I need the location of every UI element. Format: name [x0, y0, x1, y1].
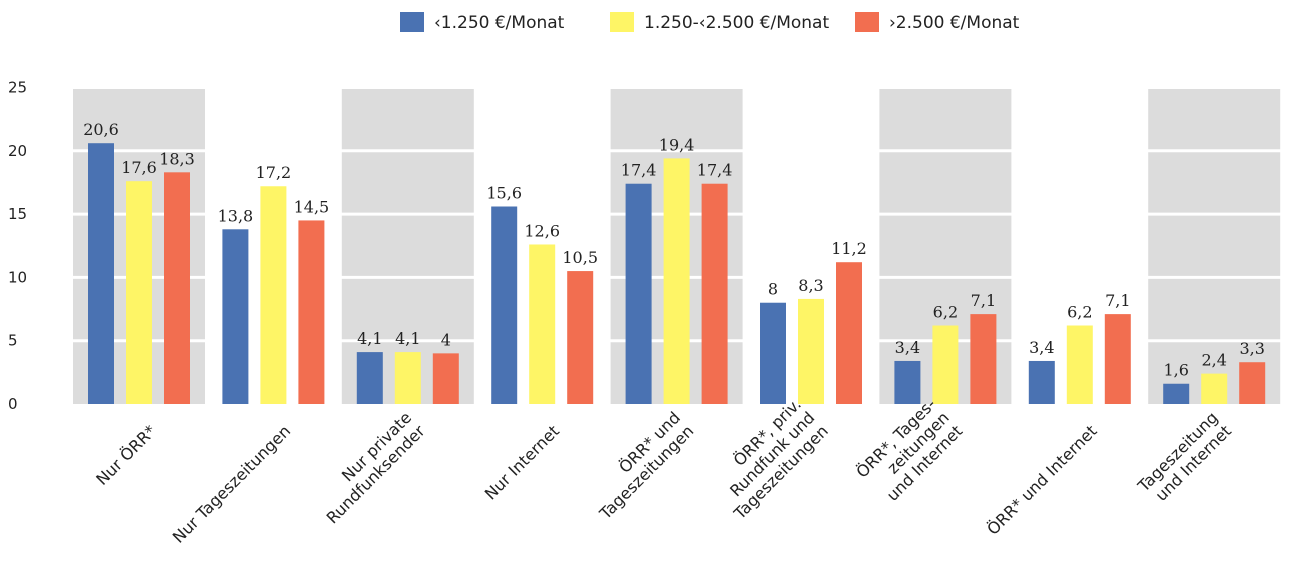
bar — [701, 183, 728, 404]
bar — [1239, 362, 1266, 404]
data-label: 19,4 — [659, 135, 695, 154]
legend-label: 1.250-‹2.500 €/Monat — [644, 13, 829, 33]
data-label: 7,1 — [971, 291, 996, 310]
y-tick-label: 25 — [8, 79, 27, 97]
y-tick-label: 15 — [8, 205, 27, 223]
data-label: 17,2 — [256, 163, 292, 182]
bar — [126, 181, 152, 404]
bar — [1066, 325, 1093, 404]
category-label: Nur ÖRR* — [92, 421, 160, 489]
bar — [164, 172, 190, 404]
bar — [970, 314, 997, 404]
bar — [88, 143, 114, 405]
bar — [298, 220, 325, 404]
data-label: 6,2 — [1067, 303, 1092, 322]
data-label: 13,8 — [218, 206, 254, 225]
data-label: 7,1 — [1105, 291, 1130, 310]
data-label: 2,4 — [1201, 351, 1226, 370]
data-label: 17,6 — [121, 158, 157, 177]
category-label-line: Nur ÖRR* — [92, 421, 160, 489]
data-label: 17,4 — [621, 161, 657, 180]
category-label: Nur privateRundfunksender — [309, 408, 429, 528]
data-label: 12,6 — [524, 221, 560, 240]
category-label: ÖRR*, Tages-zeitungenund Internet — [852, 395, 966, 509]
data-label: 3,4 — [895, 338, 920, 357]
data-label: 14,5 — [294, 197, 330, 216]
background-panel — [341, 86, 474, 404]
y-tick-label: 10 — [8, 268, 27, 286]
y-tick-label: 5 — [8, 332, 18, 350]
data-label: 3,3 — [1239, 339, 1264, 358]
bar — [1104, 314, 1131, 404]
data-label: 15,6 — [486, 184, 522, 203]
legend-label: ›2.500 €/Monat — [889, 13, 1020, 33]
bar — [260, 186, 287, 404]
bar — [529, 244, 556, 404]
data-label: 3,4 — [1029, 338, 1054, 357]
legend-swatch — [855, 12, 879, 32]
category-label: ÖRR*, priv.Rundfunk undTageszeitungen — [703, 395, 832, 524]
category-label: Tageszeitungund Internet — [1133, 408, 1235, 510]
bar — [394, 352, 421, 404]
data-label: 20,6 — [83, 120, 119, 139]
category-label-line: ÖRR* und Internet — [983, 421, 1100, 538]
bar — [798, 298, 824, 404]
bar — [894, 360, 921, 404]
data-label: 10,5 — [562, 248, 598, 267]
bar — [663, 158, 690, 404]
data-label: 11,2 — [831, 239, 867, 258]
data-label: 4,1 — [395, 329, 420, 348]
legend-label: ‹1.250 €/Monat — [434, 13, 565, 33]
bar — [625, 183, 652, 404]
bar — [1028, 360, 1055, 404]
data-label: 4,1 — [357, 329, 382, 348]
data-label: 6,2 — [933, 303, 958, 322]
bar — [567, 271, 594, 404]
background-panel — [1148, 86, 1281, 404]
data-label: 1,6 — [1163, 361, 1188, 380]
data-label: 8,3 — [798, 276, 823, 295]
legend-swatch — [400, 12, 424, 32]
category-label: ÖRR* undTageszeitungen — [582, 408, 698, 524]
y-tick-label: 20 — [8, 142, 27, 160]
bar — [932, 325, 959, 404]
data-label: 18,3 — [159, 149, 195, 168]
category-label-line: Nur Internet — [481, 421, 563, 503]
data-label: 8 — [768, 280, 778, 299]
bar — [1163, 383, 1190, 404]
data-label: 17,4 — [697, 161, 733, 180]
bar — [1201, 373, 1228, 404]
bar — [836, 262, 862, 404]
category-label-line: Nur Tageszeitungen — [169, 421, 294, 546]
data-label: 4 — [441, 330, 451, 349]
bar — [491, 206, 518, 404]
category-label: Nur Tageszeitungen — [169, 421, 294, 546]
category-label: Nur Internet — [481, 421, 563, 503]
y-tick-label: 0 — [8, 395, 18, 413]
bar — [222, 229, 249, 404]
bar — [432, 353, 459, 404]
bar — [760, 302, 786, 404]
category-label: ÖRR* und Internet — [983, 421, 1100, 538]
legend-swatch — [610, 12, 634, 32]
bar — [356, 352, 383, 404]
